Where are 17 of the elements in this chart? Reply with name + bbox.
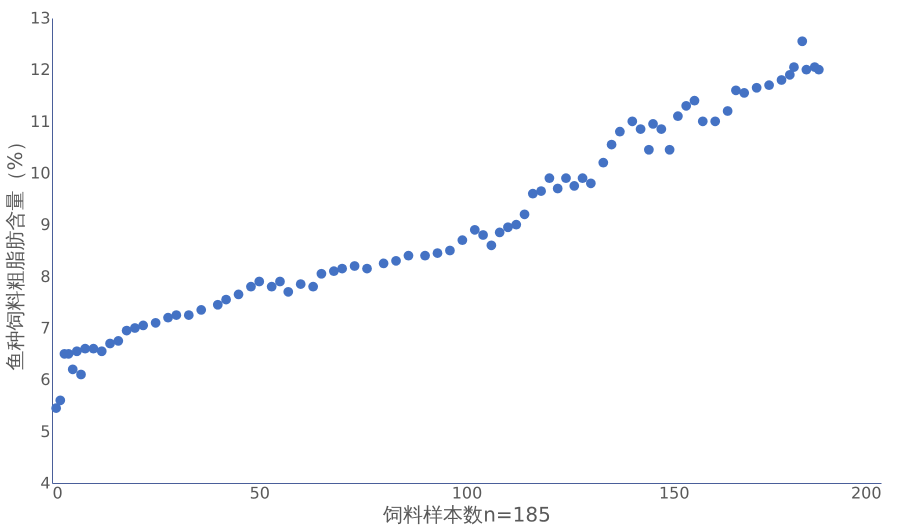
y-tick-label: 8 xyxy=(40,266,50,286)
y-tick-label: 6 xyxy=(40,370,50,390)
y-tick-label: 4 xyxy=(40,474,50,492)
y-tick-label: 11 xyxy=(30,112,50,131)
y-tick-label: 7 xyxy=(40,318,50,338)
y-tick-label: 13 xyxy=(30,8,50,28)
y-axis-title: 鱼种饲料粗脂肪含量（%） xyxy=(3,131,28,371)
x-tick-label: 150 xyxy=(658,484,690,502)
y-tick-label: 5 xyxy=(40,422,50,441)
x-tick-label: 50 xyxy=(250,484,270,502)
x-tick-label: 100 xyxy=(452,484,482,502)
y-tick-label: 9 xyxy=(40,215,50,234)
x-tick-label: 0 xyxy=(52,484,63,502)
x-tick-label: 200 xyxy=(850,484,882,502)
y-tick-label: 10 xyxy=(30,164,50,182)
x-axis-title: 饲料样本数n=185 xyxy=(382,502,551,526)
y-tick-label: 12 xyxy=(30,60,50,80)
